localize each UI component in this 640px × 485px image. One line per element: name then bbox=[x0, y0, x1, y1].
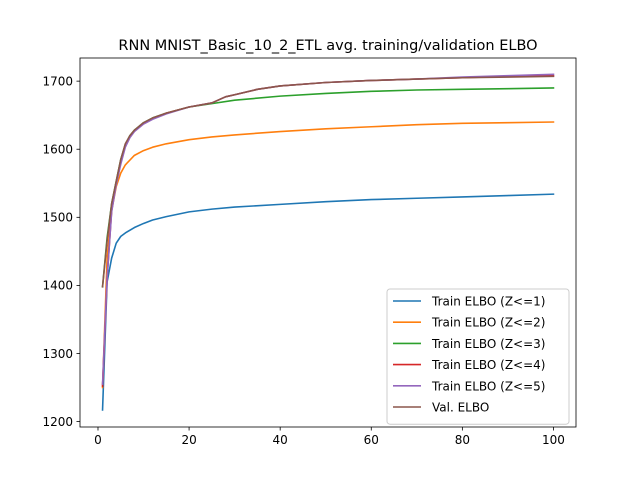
x-tick-label: 20 bbox=[181, 433, 196, 447]
x-tick-label: 40 bbox=[273, 433, 288, 447]
x-tick-label: 60 bbox=[364, 433, 379, 447]
series-line-3 bbox=[101, 87, 555, 288]
y-tick-label: 1300 bbox=[42, 347, 73, 361]
legend-label-5: Train ELBO (Z<=5) bbox=[431, 379, 545, 393]
x-tick-label: 80 bbox=[455, 433, 470, 447]
y-tick-label: 1200 bbox=[42, 415, 73, 429]
legend-label-4: Train ELBO (Z<=4) bbox=[431, 358, 545, 372]
plot-frame bbox=[79, 57, 577, 428]
x-tick-label: 100 bbox=[542, 433, 565, 447]
chart-title: RNN MNIST_Basic_10_2_ETL avg. training/v… bbox=[118, 38, 537, 54]
x-tick-label: 0 bbox=[94, 433, 102, 447]
legend-label-3: Train ELBO (Z<=3) bbox=[431, 337, 545, 351]
y-tick-label: 1700 bbox=[42, 74, 73, 88]
series-line-1 bbox=[101, 193, 555, 411]
legend: Train ELBO (Z<=1) Train ELBO (Z<=2) Train … bbox=[386, 288, 570, 425]
y-tick-label: 1600 bbox=[42, 143, 73, 157]
y-tick-label: 1400 bbox=[42, 279, 73, 293]
axes-layer: 0 20 40 60 80 100 1200 1300 1400 1500 1600 1700 bbox=[42, 57, 577, 447]
series-line-6 bbox=[101, 75, 555, 288]
series-layer bbox=[101, 73, 555, 411]
y-tick-label: 1500 bbox=[42, 211, 73, 225]
legend-label-2: Train ELBO (Z<=2) bbox=[431, 316, 545, 330]
legend-label-6: Val. ELBO bbox=[432, 401, 489, 415]
legend-frame bbox=[386, 288, 570, 425]
legend-label-1: Train ELBO (Z<=1) bbox=[431, 295, 545, 309]
